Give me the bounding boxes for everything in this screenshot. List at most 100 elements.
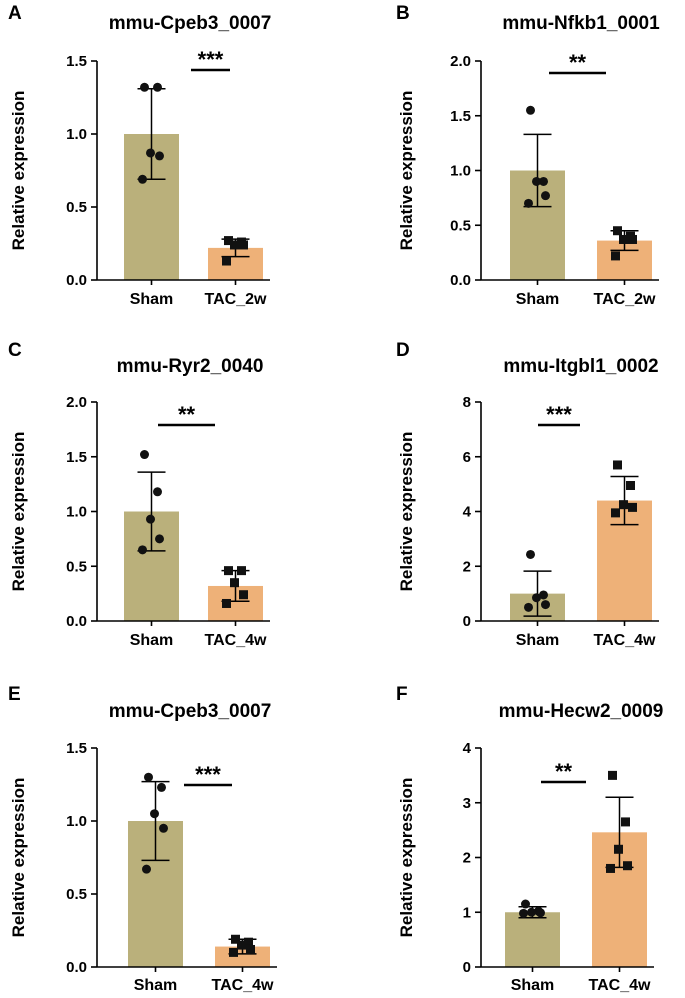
data-point (239, 590, 248, 600)
data-point (539, 590, 548, 600)
data-point (153, 82, 162, 92)
y-axis-label: Relative expression (397, 91, 416, 251)
panel-letter: C (8, 340, 22, 361)
data-point (613, 226, 622, 236)
bar-tac-4w (215, 946, 270, 967)
data-point (237, 566, 246, 576)
significance-stars: *** (546, 402, 572, 427)
significance-stars: ** (555, 759, 573, 784)
data-point (155, 151, 164, 161)
data-point (524, 602, 533, 612)
y-tick-label: 1.0 (450, 163, 471, 180)
data-point (619, 234, 628, 244)
data-point (140, 450, 149, 460)
data-point (229, 947, 238, 957)
panel-letter: D (396, 340, 410, 361)
y-tick-label: 0.0 (450, 272, 471, 289)
data-point (246, 944, 255, 954)
data-point (606, 863, 615, 873)
y-tick-label: 1.0 (66, 126, 87, 143)
data-point (237, 940, 246, 950)
chart-title: mmu-Cpeb3_0007 (109, 13, 272, 34)
data-point (628, 234, 637, 244)
data-point (541, 600, 550, 610)
y-tick-label: 1.5 (66, 53, 87, 70)
data-point (608, 770, 617, 780)
y-tick-label: 0.0 (66, 959, 87, 976)
chart-title: mmu-Cpeb3_0007 (109, 701, 272, 722)
chart-title: mmu-Itgbl1_0002 (503, 356, 658, 377)
y-tick-label: 0.5 (66, 199, 87, 216)
y-tick-label: 1.0 (66, 813, 87, 830)
data-point (146, 514, 155, 524)
significance-stars: ** (178, 402, 196, 427)
data-point (524, 198, 533, 208)
data-point (239, 240, 248, 250)
y-tick-label: 4 (463, 504, 472, 521)
data-point (526, 549, 535, 559)
data-point (613, 460, 622, 470)
x-category-label: Sham (516, 632, 560, 649)
data-point (155, 534, 164, 544)
y-tick-label: 0 (463, 959, 471, 976)
data-point (222, 598, 231, 608)
panel-letter: B (396, 3, 410, 24)
y-tick-label: 1.5 (66, 449, 87, 466)
x-category-label: TAC_4w (212, 977, 274, 994)
y-axis-label: Relative expression (397, 778, 416, 938)
data-point (224, 566, 233, 576)
data-point (224, 236, 233, 246)
data-point (519, 908, 528, 918)
x-category-label: TAC_2w (594, 291, 656, 308)
data-point (144, 772, 153, 782)
data-point (619, 500, 628, 510)
y-axis-label: Relative expression (9, 778, 28, 938)
y-tick-label: 0.0 (66, 272, 87, 289)
y-tick-label: 1.5 (66, 740, 87, 757)
data-point (526, 105, 535, 115)
data-point (626, 480, 635, 490)
chart-title: mmu-Nfkb1_0001 (502, 13, 660, 34)
x-category-label: TAC_4w (589, 977, 651, 994)
x-category-label: Sham (134, 977, 178, 994)
data-point (621, 817, 630, 827)
data-point (157, 782, 166, 792)
y-tick-label: 2 (463, 850, 471, 867)
data-point (222, 256, 231, 266)
panel-letter: F (396, 684, 408, 705)
x-category-label: TAC_2w (205, 291, 267, 308)
data-point (138, 545, 147, 555)
x-category-label: TAC_4w (594, 632, 656, 649)
data-point (150, 809, 159, 819)
y-tick-label: 2.0 (66, 394, 87, 411)
y-tick-label: 8 (463, 394, 471, 411)
data-point (230, 578, 239, 588)
x-category-label: Sham (516, 291, 560, 308)
data-point (541, 191, 550, 201)
y-axis-label: Relative expression (397, 432, 416, 592)
data-point (623, 861, 632, 871)
x-category-label: Sham (130, 632, 174, 649)
data-point (231, 934, 240, 944)
y-tick-label: 1 (463, 904, 471, 921)
y-tick-label: 3 (463, 795, 471, 812)
data-point (614, 844, 623, 854)
data-point (140, 82, 149, 92)
data-point (230, 240, 239, 250)
data-point (153, 487, 162, 497)
x-category-label: Sham (511, 977, 555, 994)
y-tick-label: 0 (463, 613, 471, 630)
data-point (611, 508, 620, 518)
y-tick-label: 2 (463, 558, 471, 575)
data-point (628, 502, 637, 512)
panel-letter: E (8, 684, 21, 705)
data-point (138, 174, 147, 184)
y-tick-label: 2.0 (450, 53, 471, 70)
y-tick-label: 6 (463, 449, 471, 466)
y-axis-label: Relative expression (9, 432, 28, 592)
